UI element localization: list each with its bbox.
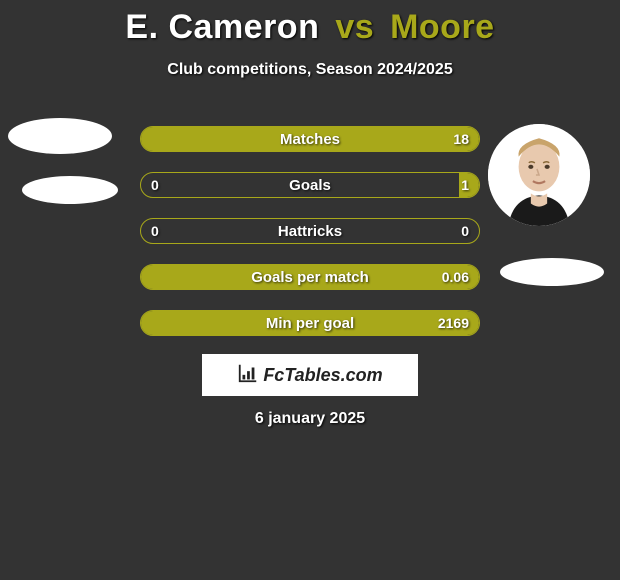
player2-avatar (488, 124, 590, 226)
stat-value-right: 1 (461, 177, 469, 193)
branding-badge: FcTables.com (202, 354, 418, 396)
stats-table: Matches 18 0 Goals 1 0 Hattricks 0 Goals… (140, 126, 480, 356)
player2-team-badge (500, 258, 604, 286)
date-label: 6 january 2025 (0, 410, 620, 428)
stat-value-right: 2169 (438, 315, 469, 331)
chart-icon (237, 362, 259, 389)
stat-row-hattricks: 0 Hattricks 0 (140, 218, 480, 244)
page-title: E. Cameron vs Moore (0, 0, 620, 47)
stat-label: Hattricks (141, 223, 479, 240)
player1-team-badge (22, 176, 118, 204)
subtitle: Club competitions, Season 2024/2025 (0, 61, 620, 79)
stat-label: Min per goal (141, 315, 479, 332)
player1-name: E. Cameron (125, 8, 319, 46)
vs-label: vs (335, 8, 374, 46)
stat-row-goals: 0 Goals 1 (140, 172, 480, 198)
stat-label: Matches (141, 131, 479, 148)
stat-row-goals-per-match: Goals per match 0.06 (140, 264, 480, 290)
stat-value-right: 0.06 (442, 269, 469, 285)
stat-row-min-per-goal: Min per goal 2169 (140, 310, 480, 336)
player2-name: Moore (390, 8, 495, 46)
stat-label: Goals (141, 177, 479, 194)
stat-value-right: 0 (461, 223, 469, 239)
stat-value-right: 18 (453, 131, 469, 147)
stat-label: Goals per match (141, 269, 479, 286)
player1-avatar-placeholder (8, 118, 112, 154)
stat-row-matches: Matches 18 (140, 126, 480, 152)
branding-text: FcTables.com (263, 365, 382, 386)
